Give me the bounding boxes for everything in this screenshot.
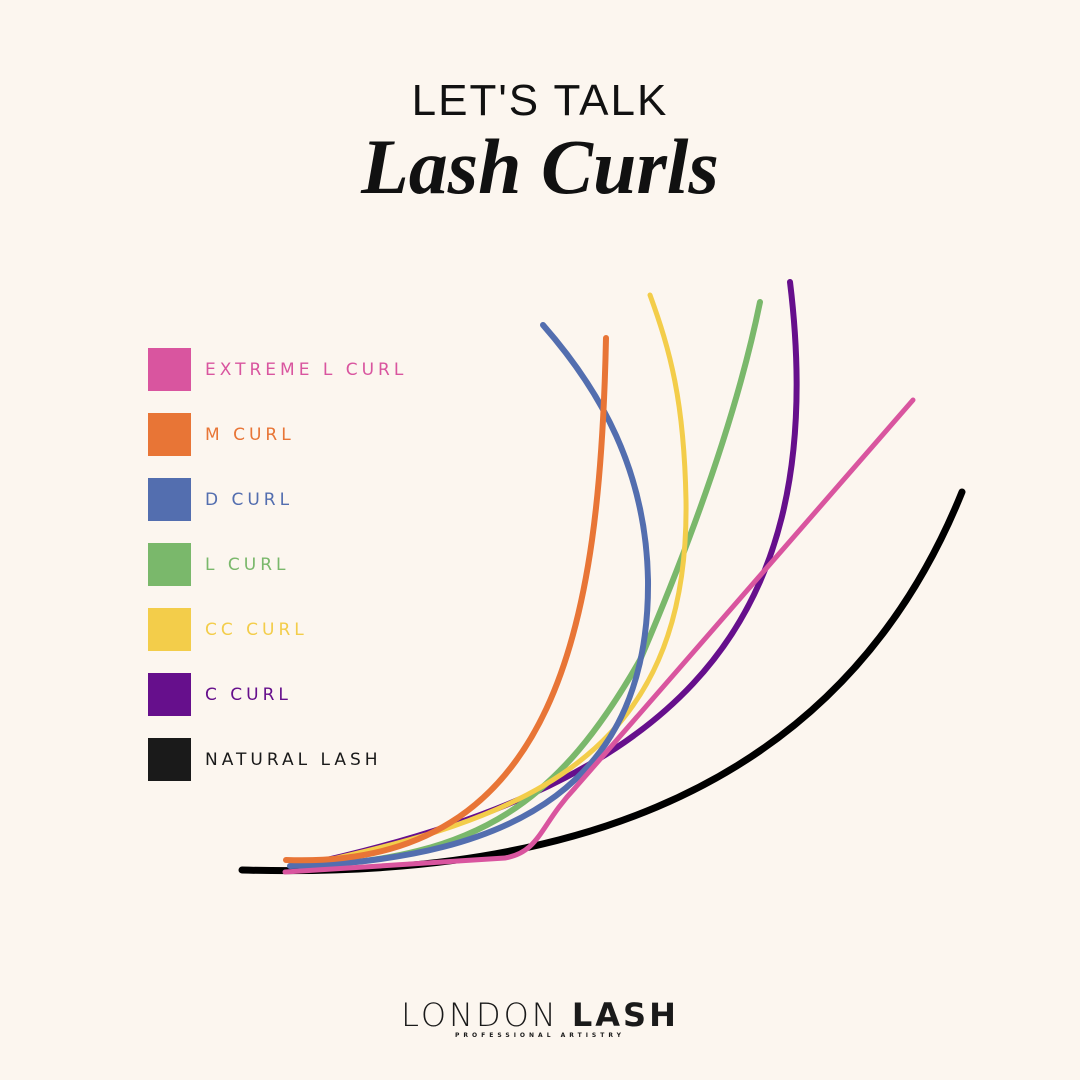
legend-swatch xyxy=(148,478,191,521)
natural-lash-curve xyxy=(238,488,966,875)
logo-word-lash: LASH xyxy=(571,996,679,1034)
legend-item: M CURL xyxy=(148,413,407,456)
legend-item: C CURL xyxy=(148,673,407,716)
legend-label: NATURAL LASH xyxy=(205,749,382,770)
d-curl-curve xyxy=(287,322,652,869)
legend-swatch xyxy=(148,673,191,716)
legend-swatch xyxy=(148,413,191,456)
legend-label: L CURL xyxy=(205,554,290,575)
legend-item: EXTREME L CURL xyxy=(148,348,407,391)
logo: LONDON LASH PROFESSIONAL ARTISTRY xyxy=(0,996,1080,1039)
extreme-l-curl-curve xyxy=(282,397,916,875)
logo-word-london: LONDON xyxy=(401,996,559,1034)
legend-item: NATURAL LASH xyxy=(148,738,407,781)
l-curl-curve xyxy=(297,299,763,869)
legend-item: CC CURL xyxy=(148,608,407,651)
legend: EXTREME L CURL M CURL D CURL L CURL CC CURL C… xyxy=(148,348,407,803)
legend-label: M CURL xyxy=(205,424,295,445)
page-title: Lash Curls xyxy=(361,123,719,210)
m-curl-curve xyxy=(283,335,609,864)
cc-curl-curve xyxy=(297,292,689,869)
pretitle: LET'S TALK xyxy=(411,76,669,125)
logo-tagline: PROFESSIONAL ARTISTRY xyxy=(455,1032,625,1039)
legend-swatch xyxy=(148,348,191,391)
legend-item: L CURL xyxy=(148,543,407,586)
legend-label: C CURL xyxy=(205,684,292,705)
legend-label: EXTREME L CURL xyxy=(205,359,408,380)
legend-swatch xyxy=(148,738,191,781)
legend-swatch xyxy=(148,543,191,586)
legend-label: D CURL xyxy=(205,489,294,510)
legend-item: D CURL xyxy=(148,478,407,521)
legend-swatch xyxy=(148,608,191,651)
legend-label: CC CURL xyxy=(205,619,308,640)
